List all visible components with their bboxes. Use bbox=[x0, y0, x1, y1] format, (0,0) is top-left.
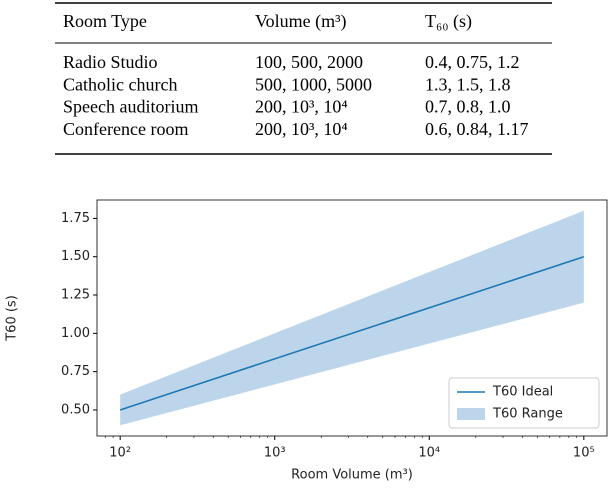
y-axis-label: T60 (s) bbox=[5, 295, 20, 342]
table-cell: Speech auditorium bbox=[63, 97, 198, 117]
header-cell: T₆₀ (s) bbox=[425, 11, 472, 32]
y-tick-label: 0.75 bbox=[61, 364, 90, 379]
table: Room Type Volume (m³) T₆₀ (s) Radio Studio 1… bbox=[55, 2, 552, 155]
legend-swatch bbox=[457, 408, 485, 420]
x-axis-label: Room Volume (m³) bbox=[291, 468, 413, 483]
x-tick-label: 10⁵ bbox=[573, 446, 595, 461]
table-cell: Conference room bbox=[63, 119, 188, 139]
table-cell: 200, 10³, 10⁴ bbox=[255, 97, 348, 117]
table-cell: 200, 10³, 10⁴ bbox=[255, 119, 348, 139]
table-cell: 100, 500, 2000 bbox=[255, 52, 363, 72]
table-cell: 500, 1000, 5000 bbox=[255, 74, 372, 94]
chart: 10² 10³ 10⁴ 10⁵ 0.50 0.75 1.00 1.25 1.50 1.75 Room… bbox=[5, 199, 608, 483]
y-tick-label: 1.25 bbox=[61, 288, 90, 303]
table-cell: Radio Studio bbox=[63, 52, 158, 72]
table-cell: 1.3, 1.5, 1.8 bbox=[425, 74, 511, 94]
table-cell: 0.6, 0.84, 1.17 bbox=[425, 119, 529, 139]
table-cell: Catholic church bbox=[63, 74, 177, 94]
y-tick-label: 1.75 bbox=[61, 211, 90, 226]
table-cell: 0.7, 0.8, 1.0 bbox=[425, 97, 511, 117]
plot-frame bbox=[96, 199, 608, 437]
y-tick-label: 0.50 bbox=[61, 402, 90, 417]
header-cell: Volume (m³) bbox=[255, 11, 347, 32]
y-tick-label: 1.50 bbox=[61, 249, 90, 264]
x-tick-label: 10³ bbox=[264, 446, 286, 461]
x-tick-label: 10² bbox=[109, 446, 131, 461]
x-tick-label: 10⁴ bbox=[418, 446, 440, 461]
ideal-line bbox=[119, 255, 585, 411]
header-cell: Room Type bbox=[63, 11, 147, 31]
legend-box bbox=[448, 377, 600, 429]
legend-label: T60 Range bbox=[492, 407, 563, 422]
legend-label: T60 Ideal bbox=[492, 385, 553, 400]
table-cell: 0.4, 0.75, 1.2 bbox=[425, 52, 520, 72]
y-tick-label: 1.00 bbox=[61, 326, 90, 341]
